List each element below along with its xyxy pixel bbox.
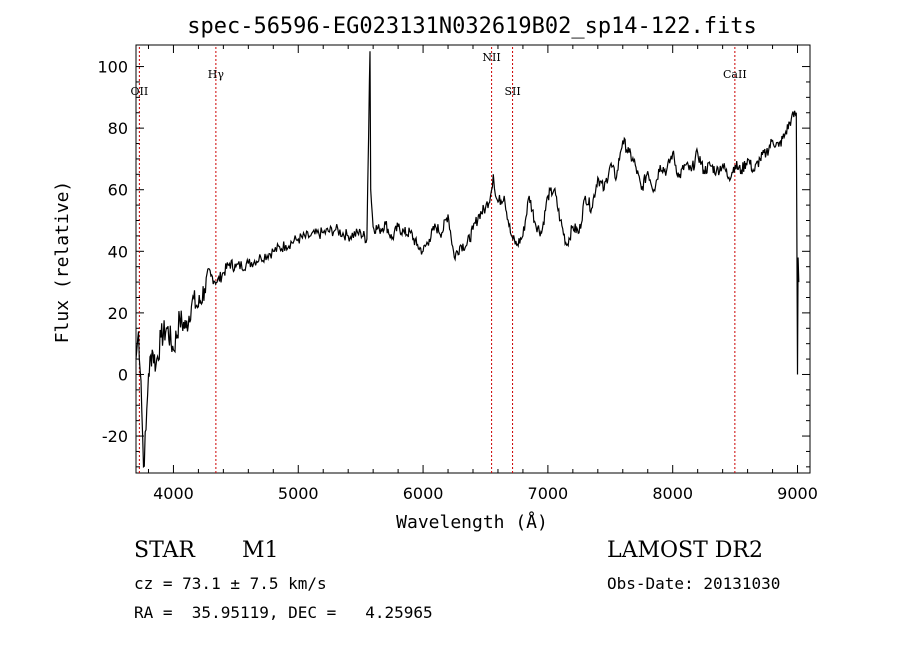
line-marker-label: Hγ [208, 68, 225, 81]
object-subclass: M1 [242, 538, 279, 563]
y-axis-label: Flux (relative) [52, 181, 73, 344]
line-marker-label: NII [482, 51, 500, 64]
spectrum-line [135, 51, 800, 468]
emission-line-markers: OII Hγ NII SII CaII [131, 47, 747, 473]
x-tick-label: 4000 [153, 484, 194, 503]
object-class: STAR [134, 538, 195, 563]
y-axis: -20 0 20 40 60 80 100 [97, 58, 810, 468]
x-tick-label: 9000 [777, 484, 818, 503]
chart-title: spec-56596-EG023131N032619B02_sp14-122.f… [187, 14, 757, 39]
y-tick-label: 100 [97, 58, 128, 77]
y-tick-label: 60 [108, 181, 128, 200]
coordinates: RA = 35.95119, DEC = 4.25965 [134, 603, 433, 622]
x-tick-label: 6000 [403, 484, 444, 503]
line-marker-label: SII [504, 85, 520, 98]
y-tick-label: -20 [102, 427, 128, 446]
redshift-cz: cz = 73.1 ± 7.5 km/s [134, 574, 327, 593]
x-tick-label: 5000 [278, 484, 319, 503]
plot-frame [135, 44, 811, 474]
y-tick-label: 40 [108, 242, 128, 261]
line-marker-label: CaII [723, 68, 747, 81]
y-tick-label: 80 [108, 119, 128, 138]
x-tick-label: 8000 [652, 484, 693, 503]
survey-name: LAMOST DR2 [607, 538, 763, 563]
observation-date: Obs-Date: 20131030 [607, 574, 781, 593]
y-tick-label: 0 [118, 365, 128, 384]
x-tick-label: 7000 [528, 484, 569, 503]
x-axis-label: Wavelength (Å) [396, 511, 548, 533]
x-axis: 4000 5000 6000 7000 8000 9000 [147, 45, 818, 503]
y-tick-label: 20 [108, 304, 128, 323]
line-marker-label: OII [131, 85, 149, 98]
